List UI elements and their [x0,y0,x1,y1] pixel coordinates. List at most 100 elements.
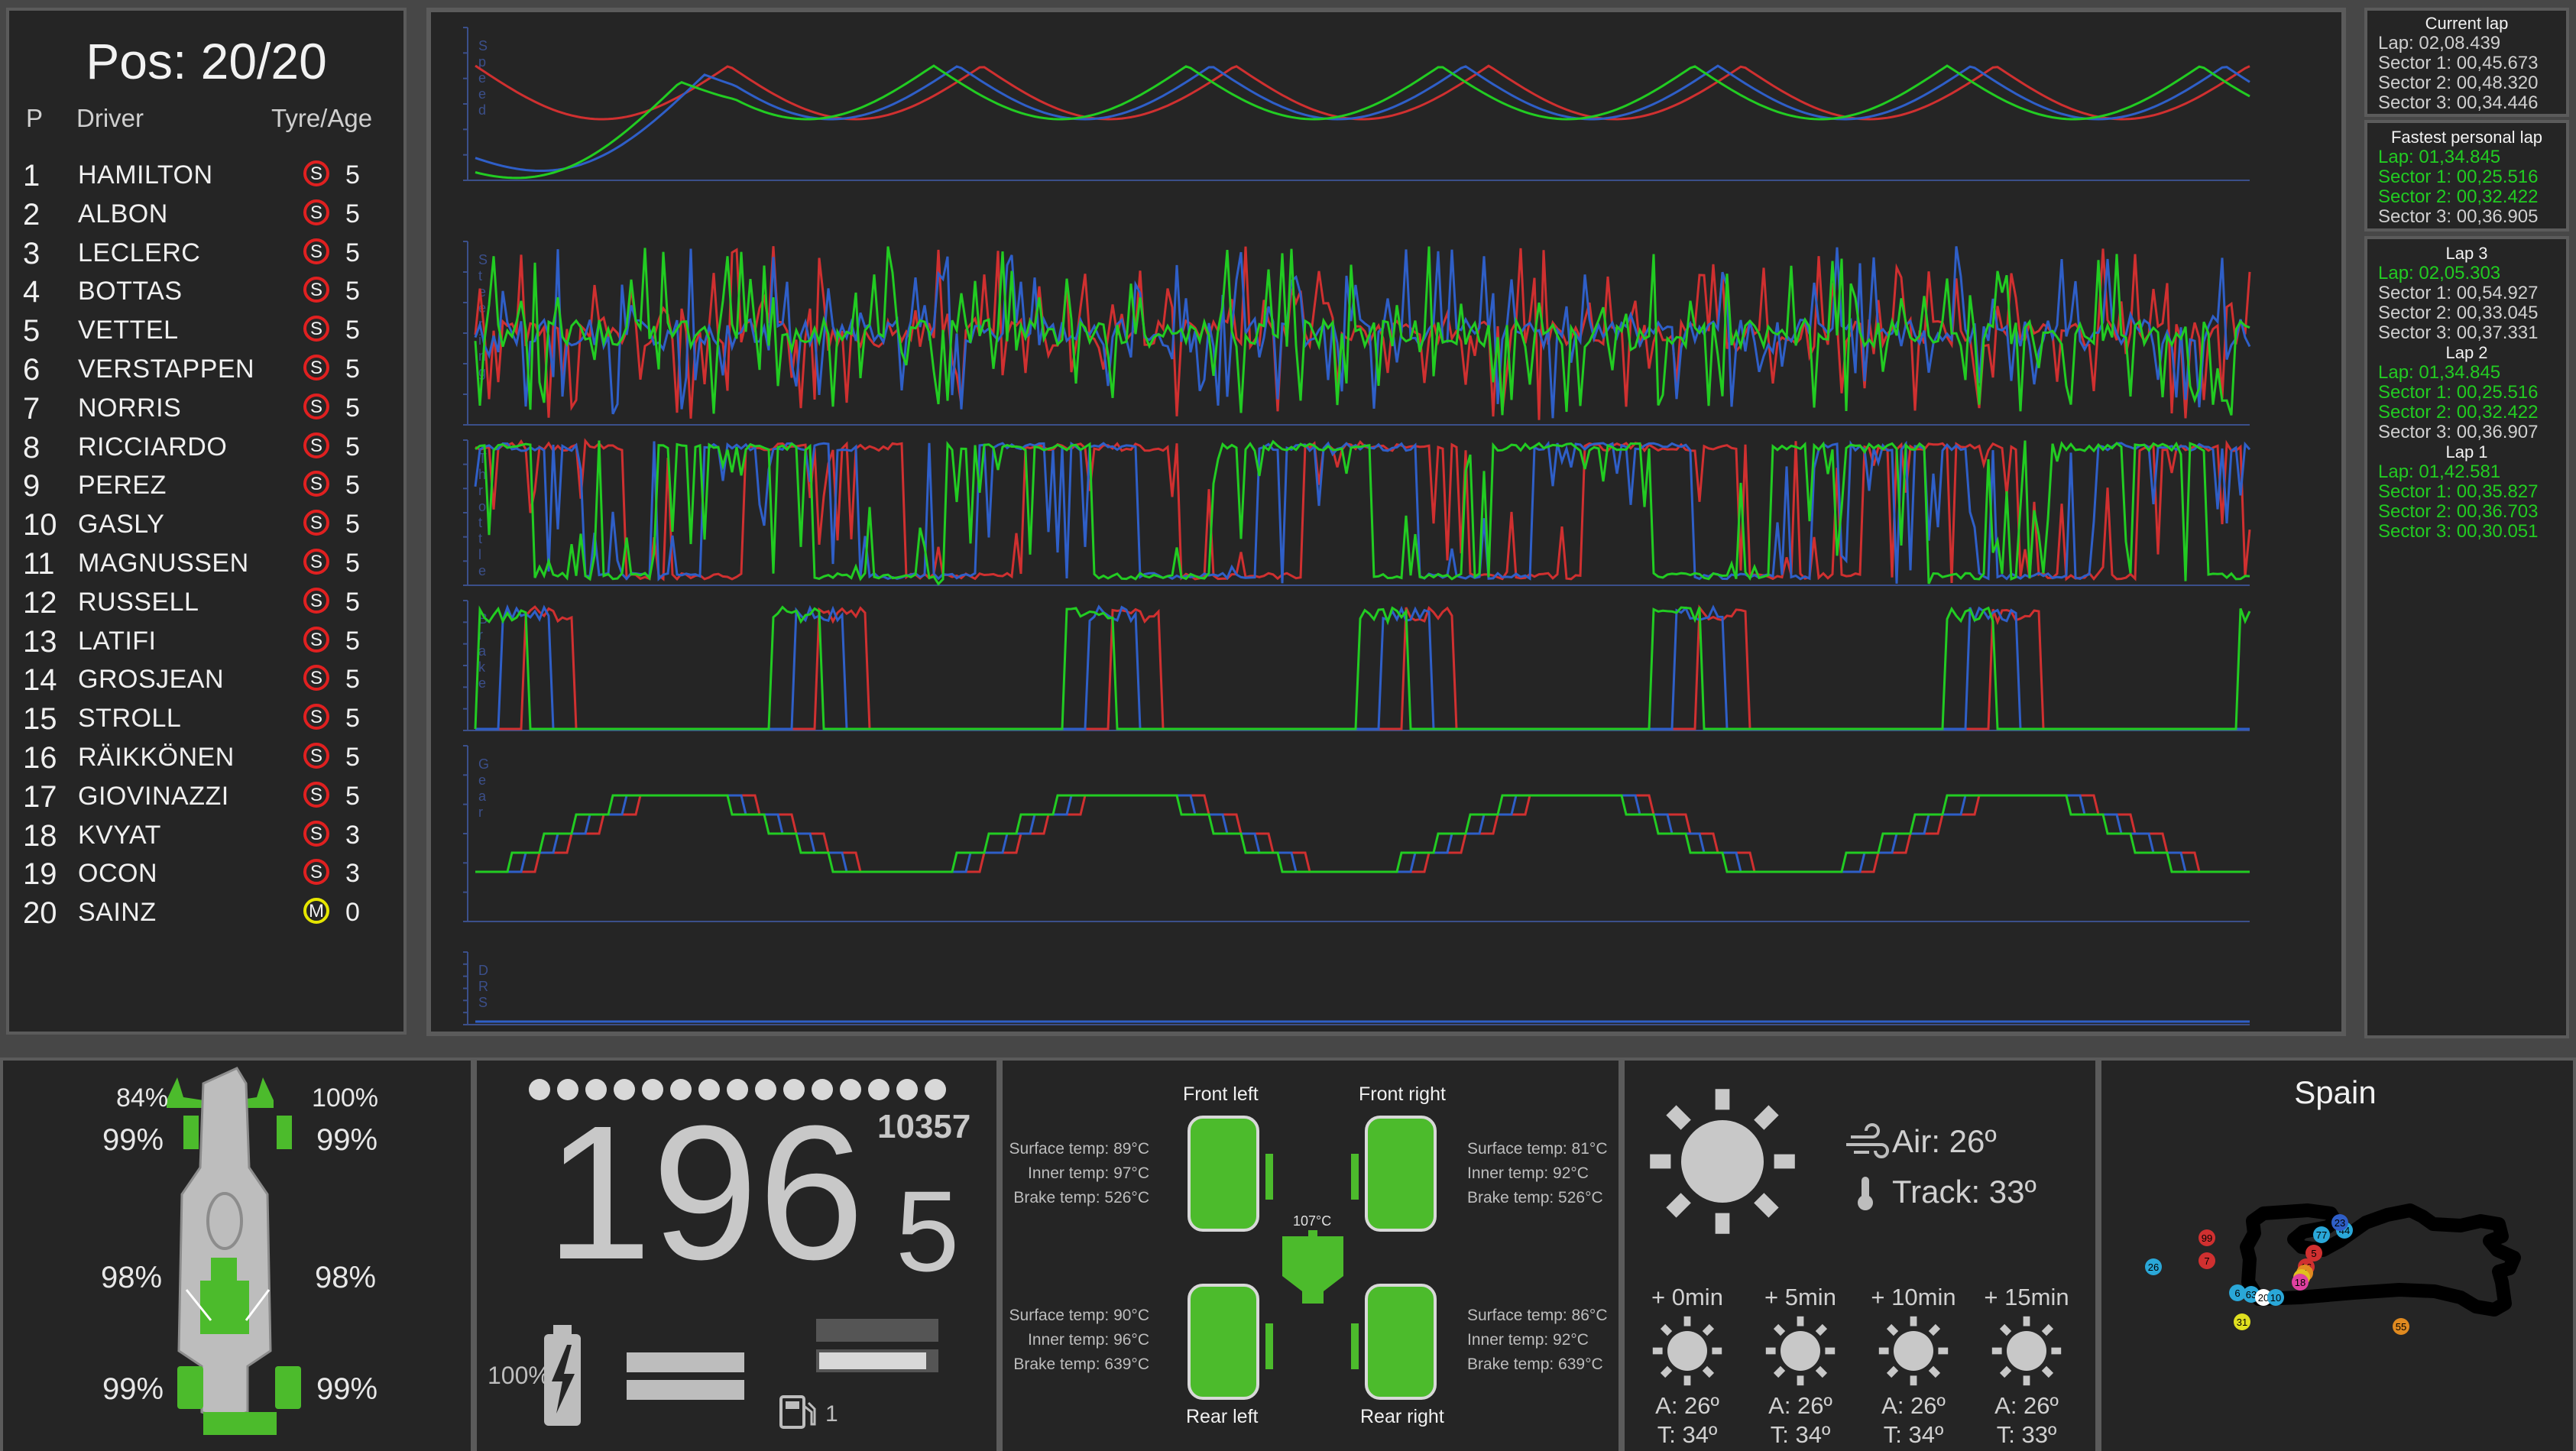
tyre-compound-icon: S [303,587,329,614]
driver-name: VETTEL [78,316,179,345]
forecast-track: T: 34º [1883,1421,1944,1448]
standings-row: 3 LECLERC S 5 [9,231,403,270]
svg-text:26: 26 [2148,1262,2159,1273]
trace-red [475,438,2251,583]
lap1-s3: Sector 3: 00,30.051 [2378,521,2539,542]
standings-row: 12 RUSSELL S 5 [9,580,403,620]
current-lap-time: Lap: 02,08.439 [2378,33,2501,53]
driver-position: 13 [23,624,57,659]
current-lap-s2: Sector 2: 00,48.320 [2378,73,2539,93]
svg-text:31: 31 [2237,1317,2247,1328]
lap2-s3: Sector 3: 00,36.907 [2378,422,2539,442]
car-diagram [167,1067,301,1435]
tyre-age: 5 [345,471,360,500]
tyre-age: 3 [345,859,360,889]
tyre-fl-icon [1188,1116,1273,1232]
tyre-compound-icon: S [303,432,329,458]
driver-position: 10 [23,508,57,543]
car-marker: 31 [2234,1313,2250,1330]
car-marker: 55 [2393,1318,2409,1335]
tyre-age: 5 [345,510,360,539]
rev-light [755,1079,776,1100]
rev-light [812,1079,833,1100]
tyre-age: 3 [345,820,360,850]
car-outline-icon [167,1067,301,1435]
front-right-label: Front right [1359,1083,1446,1105]
forecast-time: + 15min [1984,1284,2069,1310]
lap1-s1: Sector 1: 00,35.827 [2378,481,2539,502]
standings-panel: Pos: 20/20 P Driver Tyre/Age 1 HAMILTON S 5… [6,8,407,1035]
tyre-age: 5 [345,316,360,345]
lap2-s2: Sector 2: 00,32.422 [2378,402,2539,423]
rear-right-label: Rear right [1360,1406,1444,1427]
lap3-s1: Sector 1: 00,54.927 [2378,283,2539,303]
fuel-laps-readout: 1 [825,1401,838,1427]
trace-green [474,246,2250,416]
rev-lights [529,1079,957,1102]
rl-surface-temp: Surface temp: 90°C [1009,1307,1149,1324]
track-temp: Track: 33º [1892,1174,2036,1210]
driver-name: VERSTAPPEN [78,355,255,384]
forecast-sun-icon [1652,1316,1722,1386]
driver-position: 18 [23,818,57,853]
trace-blue [475,604,2250,730]
forecast-air: A: 26º [1655,1392,1719,1419]
tyre-rr-icon [1351,1284,1437,1400]
rear-left-label: Rear left [1186,1406,1259,1427]
tyre-age: 5 [345,199,360,228]
rr-brake-temp: Brake temp: 639°C [1467,1355,1603,1373]
driver-name: RÄIKKÖNEN [78,743,235,772]
forecast-sun-icon [1878,1316,1949,1386]
driver-position: 1 [23,159,41,193]
svg-text:23: 23 [2335,1217,2345,1229]
dashboard-panel: 10357 196 5 100% 1 [474,1057,1000,1451]
standings-row: 8 RICCIARDO S 5 [9,425,403,465]
svg-text:77: 77 [2316,1229,2327,1241]
gear-readout: 5 [896,1167,960,1295]
car-markers: 26997774423516431866320103155 [2145,1214,2409,1335]
standings-row: 17 GIOVINAZZI S 5 [9,774,403,814]
tyre-age: 5 [345,160,360,189]
ers-bars [627,1319,938,1400]
rr-surface-temp: Surface temp: 86°C [1467,1307,1608,1324]
speed-readout: 196 [546,1086,865,1299]
driver-name: PEREZ [78,471,167,500]
forecast-time: + 10min [1871,1284,1956,1310]
fr-temps: Surface temp: 81°C Inner temp: 92°C Brak… [1467,1137,1607,1210]
tyre-compound-icon: S [303,549,329,575]
tyre-compound-icon: S [303,820,329,847]
lap2-title: Lap 2 [2445,343,2488,362]
forecast-air: A: 26º [1994,1392,2059,1419]
standings-row: 19 OCON S 3 [9,851,403,891]
rl-brake-temp: Brake temp: 639°C [1013,1355,1149,1373]
rr-temps: Surface temp: 86°C Inner temp: 92°C Brak… [1467,1304,1607,1377]
svg-text:10: 10 [2270,1292,2281,1304]
tyre-compound-icon: S [303,859,329,886]
car-marker: 20 [2255,1289,2272,1306]
trace-green [475,794,2250,873]
car-marker: 7 [2199,1252,2215,1269]
car-marker: 23 [2331,1214,2348,1231]
standings-row: 11 MAGNUSSEN S 5 [9,541,403,581]
tyre-age: 0 [345,898,360,928]
fl-brake-temp: Brake temp: 526°C [1013,1189,1149,1206]
fr-inner-temp: Inner temp: 92°C [1467,1164,1589,1182]
standings-row: 2 ALBON S 5 [9,192,403,232]
driver-name: MAGNUSSEN [78,549,249,578]
driver-position: 14 [23,663,57,698]
tyre-age: 5 [345,781,360,811]
current-lap-title: Current lap [2425,14,2509,33]
standings-row: 1 HAMILTON S 5 [9,153,403,193]
lap3-time: Lap: 02,05.303 [2378,263,2501,283]
tyre-rl-icon [1188,1284,1273,1400]
tyre-compound-icon: S [303,471,329,497]
tyre-age: 5 [345,626,360,656]
standings-row: 10 GASLY S 5 [9,502,403,543]
forecast-track: T: 34º [1657,1421,1718,1448]
driver-name: OCON [78,859,157,889]
driver-position: 15 [23,702,57,737]
track-outline [2240,1203,2521,1317]
tyre-rr-wear: 99% [316,1372,378,1406]
